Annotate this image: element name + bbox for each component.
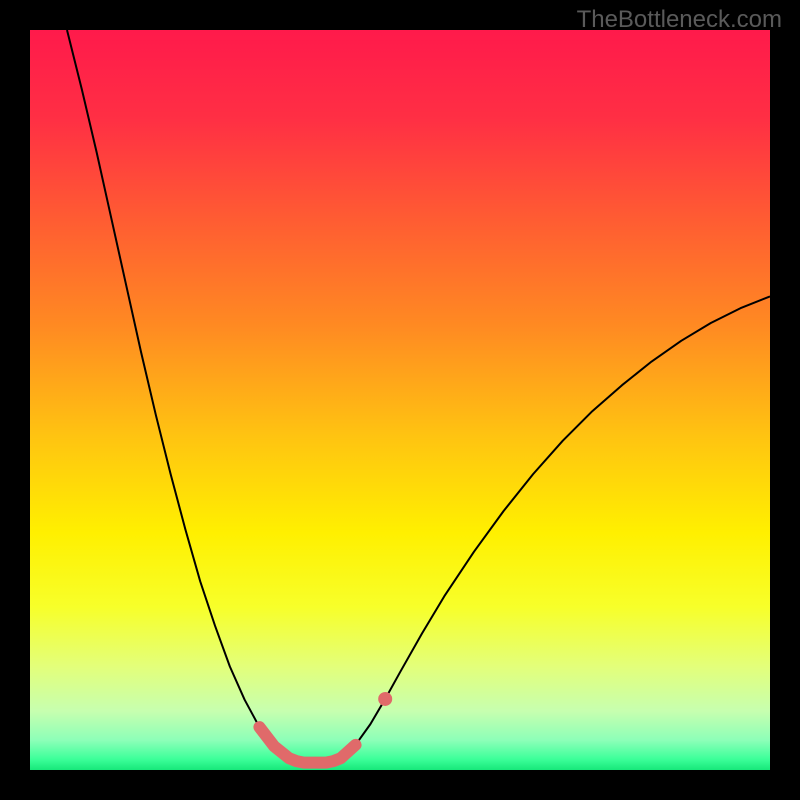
highlight-marker — [378, 692, 392, 706]
gradient-background — [30, 30, 770, 770]
chart-stage: TheBottleneck.com — [0, 0, 800, 800]
bottleneck-curve-chart — [30, 30, 770, 770]
watermark-text: TheBottleneck.com — [577, 6, 782, 34]
